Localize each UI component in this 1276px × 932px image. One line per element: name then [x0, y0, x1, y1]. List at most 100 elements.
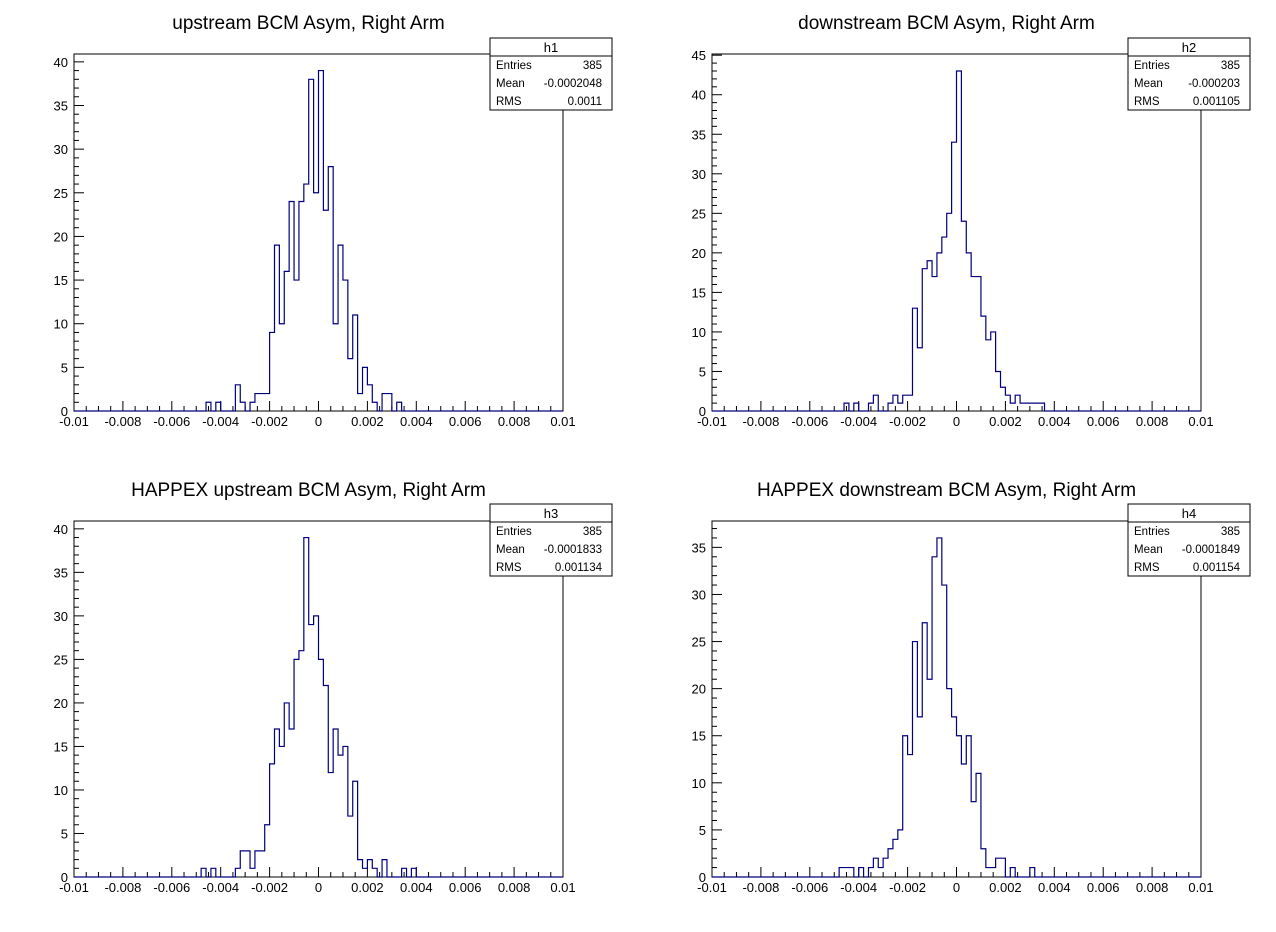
x-tick-label: 0.01: [550, 880, 575, 895]
x-axis: -0.01 -0.008 -0.006 -0.004 -0.002 0 0.002 0.004…: [697, 401, 1214, 429]
x-tick-label: 0: [953, 880, 960, 895]
stats-box-name: h1: [544, 40, 558, 55]
histogram-pad-1: upstream BCM Asym, Right Arm-0.01 -0.008-…: [54, 13, 613, 429]
x-tick-label: 0.008: [498, 414, 531, 429]
x-tick-label: 0.004: [1038, 880, 1071, 895]
x-tick-label: 0.01: [1188, 414, 1213, 429]
x-tick-label: -0.008: [104, 414, 141, 429]
y-tick-label: 25: [54, 652, 68, 667]
x-axis: -0.01 -0.008 -0.006 -0.004 -0.002 0 0.002 0.004…: [59, 867, 576, 895]
stats-row-label: Entries: [1134, 526, 1170, 538]
histogram-pad-3: HAPPEX upstream BCM Asym, Right Arm -0.01…: [54, 480, 613, 895]
x-tick-label: -0.004: [840, 880, 877, 895]
histogram-line: [712, 70, 1201, 412]
x-tick-label: 0: [315, 880, 322, 895]
stats-row-label: Entries: [496, 526, 532, 538]
y-tick-label: 10: [692, 325, 706, 340]
stats-box-frame: [1127, 503, 1251, 577]
stats-box: h3 Entries 385 Mean -0.0001833 RMS 0.001134: [489, 503, 613, 577]
stats-row-value: 385: [1221, 60, 1240, 72]
stats-row-value: -0.0002048: [544, 78, 602, 90]
histogram-line: [712, 537, 1201, 878]
x-tick-label: -0.004: [202, 880, 239, 895]
stats-row-label: RMS: [496, 562, 522, 574]
y-tick-label: 35: [692, 127, 706, 142]
x-axis: -0.01 -0.008 -0.006 -0.004 -0.002 0 0.002 0.004…: [697, 867, 1214, 895]
y-tick-label: 35: [54, 565, 68, 580]
x-tick-label: 0.006: [449, 880, 482, 895]
y-tick-label: 0: [699, 404, 706, 419]
stats-row-value: 0.001134: [555, 562, 603, 574]
y-tick-label: 0: [61, 404, 68, 419]
histogram-pad-4: HAPPEX downstream BCM Asym, Right Arm -0.…: [692, 480, 1251, 895]
x-tick-label: 0: [315, 414, 322, 429]
x-tick-label: -0.002: [251, 414, 288, 429]
histogram-line: [74, 69, 563, 412]
x-tick-label: 0.006: [1087, 414, 1120, 429]
chart-title: downstream BCM Asym, Right Arm: [798, 13, 1095, 34]
x-tick-label: -0.002: [251, 880, 288, 895]
x-tick-label: -0.004: [202, 414, 239, 429]
stats-box-frame: [489, 503, 613, 577]
stats-row-value: -0.0001849: [1182, 544, 1240, 556]
y-tick-label: 40: [54, 55, 68, 70]
y-tick-label: 40: [54, 522, 68, 537]
y-tick-label: 30: [692, 587, 706, 602]
x-tick-label: 0.01: [1188, 880, 1213, 895]
stats-box: h2 Entries 385 Mean -0.000203 RMS 0.001105: [1127, 37, 1251, 111]
x-tick-label: 0.002: [351, 880, 384, 895]
x-tick-label: 0.008: [1136, 414, 1169, 429]
y-tick-label: 25: [54, 186, 68, 201]
x-tick-label: -0.006: [791, 414, 828, 429]
stats-box-frame: [489, 37, 613, 111]
stats-row-value: 0.0011: [568, 96, 602, 108]
x-tick-label: 0.004: [1038, 414, 1071, 429]
x-tick-label: -0.004: [840, 414, 877, 429]
x-tick-label: 0.006: [449, 414, 482, 429]
y-tick-label: 5: [699, 364, 706, 379]
y-tick-label: 15: [692, 285, 706, 300]
stats-row-value: 0.001105: [1193, 96, 1240, 108]
stats-row-label: Mean: [496, 544, 525, 556]
x-tick-label: 0.002: [989, 880, 1022, 895]
y-tick-label: 45: [692, 48, 706, 63]
y-tick-label: 15: [692, 729, 706, 744]
y-tick-label: 10: [692, 776, 706, 791]
histogram-pad-2: downstream BCM Asym, Right Arm -0.01 -0.00…: [692, 13, 1251, 429]
stats-row-label: Entries: [1134, 60, 1170, 72]
y-tick-label: 10: [54, 783, 68, 798]
y-tick-label: 30: [54, 142, 68, 157]
x-tick-label: -0.006: [791, 880, 828, 895]
x-tick-label: 0.008: [498, 880, 531, 895]
chart-title: HAPPEX downstream BCM Asym, Right Arm: [757, 480, 1136, 501]
x-tick-label: 0.004: [400, 880, 433, 895]
y-tick-label: 25: [692, 206, 706, 221]
x-tick-label: 0.004: [400, 414, 433, 429]
stats-row-value: 385: [1221, 526, 1240, 538]
y-tick-label: 30: [54, 609, 68, 624]
stats-box-name: h3: [544, 506, 558, 521]
y-tick-label: 25: [692, 635, 706, 650]
x-tick-label: -0.01: [697, 414, 727, 429]
stats-box: h4 Entries 385 Mean -0.0001849 RMS 0.001154: [1127, 503, 1251, 577]
stats-row-value: 0.001154: [1193, 562, 1241, 574]
stats-row-label: RMS: [496, 96, 522, 108]
x-tick-label: 0.002: [989, 414, 1022, 429]
stats-row-label: Mean: [1134, 544, 1163, 556]
stats-row-value: -0.0001833: [544, 544, 602, 556]
x-tick-label: -0.002: [889, 414, 926, 429]
y-axis: 0 5 10 15 20 25 30 35 40: [54, 522, 84, 885]
stats-box-frame: [1127, 37, 1251, 111]
y-tick-label: 20: [692, 246, 706, 261]
stats-row-label: Mean: [496, 78, 525, 90]
y-tick-label: 30: [692, 167, 706, 182]
chart-title: upstream BCM Asym, Right Arm: [172, 13, 444, 34]
stats-row-value: -0.000203: [1188, 78, 1240, 90]
y-tick-label: 10: [54, 317, 68, 332]
y-tick-label: 20: [692, 682, 706, 697]
stats-row-label: RMS: [1134, 562, 1160, 574]
x-tick-label: 0.006: [1087, 880, 1120, 895]
y-axis: 0 5 10 15 20 25 30 35 40: [54, 55, 84, 419]
y-tick-label: 40: [692, 88, 706, 103]
stats-box: h1 Entries 385 Mean -0.0002048 RMS 0.0011: [489, 37, 613, 111]
